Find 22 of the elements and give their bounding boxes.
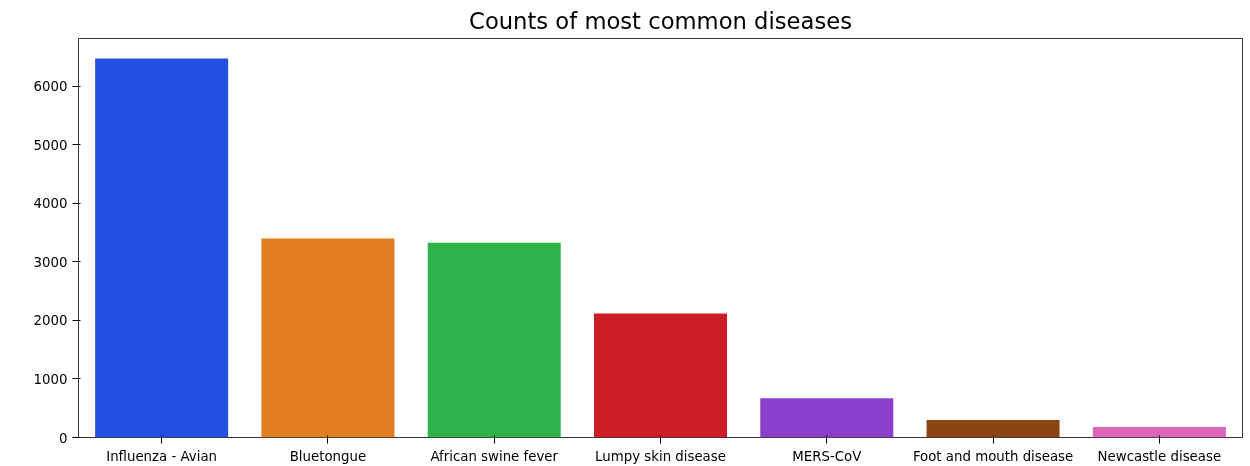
bar [926, 419, 1060, 438]
bar [261, 238, 395, 438]
chart-title: Counts of most common diseases [469, 7, 852, 34]
y-tick-label: 2000 [33, 313, 68, 329]
bar [95, 58, 229, 438]
y-tick-label: 1000 [33, 372, 68, 387]
bar [760, 398, 894, 438]
bar [427, 242, 561, 438]
x-tick-label: Influenza - Avian [106, 448, 218, 464]
bar [593, 313, 728, 438]
x-tick-label: Bluetongue [289, 448, 367, 464]
x-tick-label: Foot and mouth disease [912, 448, 1074, 464]
x-tick-label: African swine fever [430, 448, 559, 464]
bar [1092, 426, 1226, 438]
x-tick-label: Newcastle disease [1097, 448, 1222, 464]
y-tick-label: 6000 [33, 79, 68, 95]
x-tick-label: MERS-CoV [792, 448, 862, 464]
y-tick-label: 3000 [33, 254, 68, 270]
y-tick-label: 0 [59, 430, 68, 446]
y-tick-label: 4000 [33, 196, 68, 212]
x-tick-label: Lumpy skin disease [595, 448, 726, 464]
y-tick-label: 5000 [33, 137, 68, 153]
